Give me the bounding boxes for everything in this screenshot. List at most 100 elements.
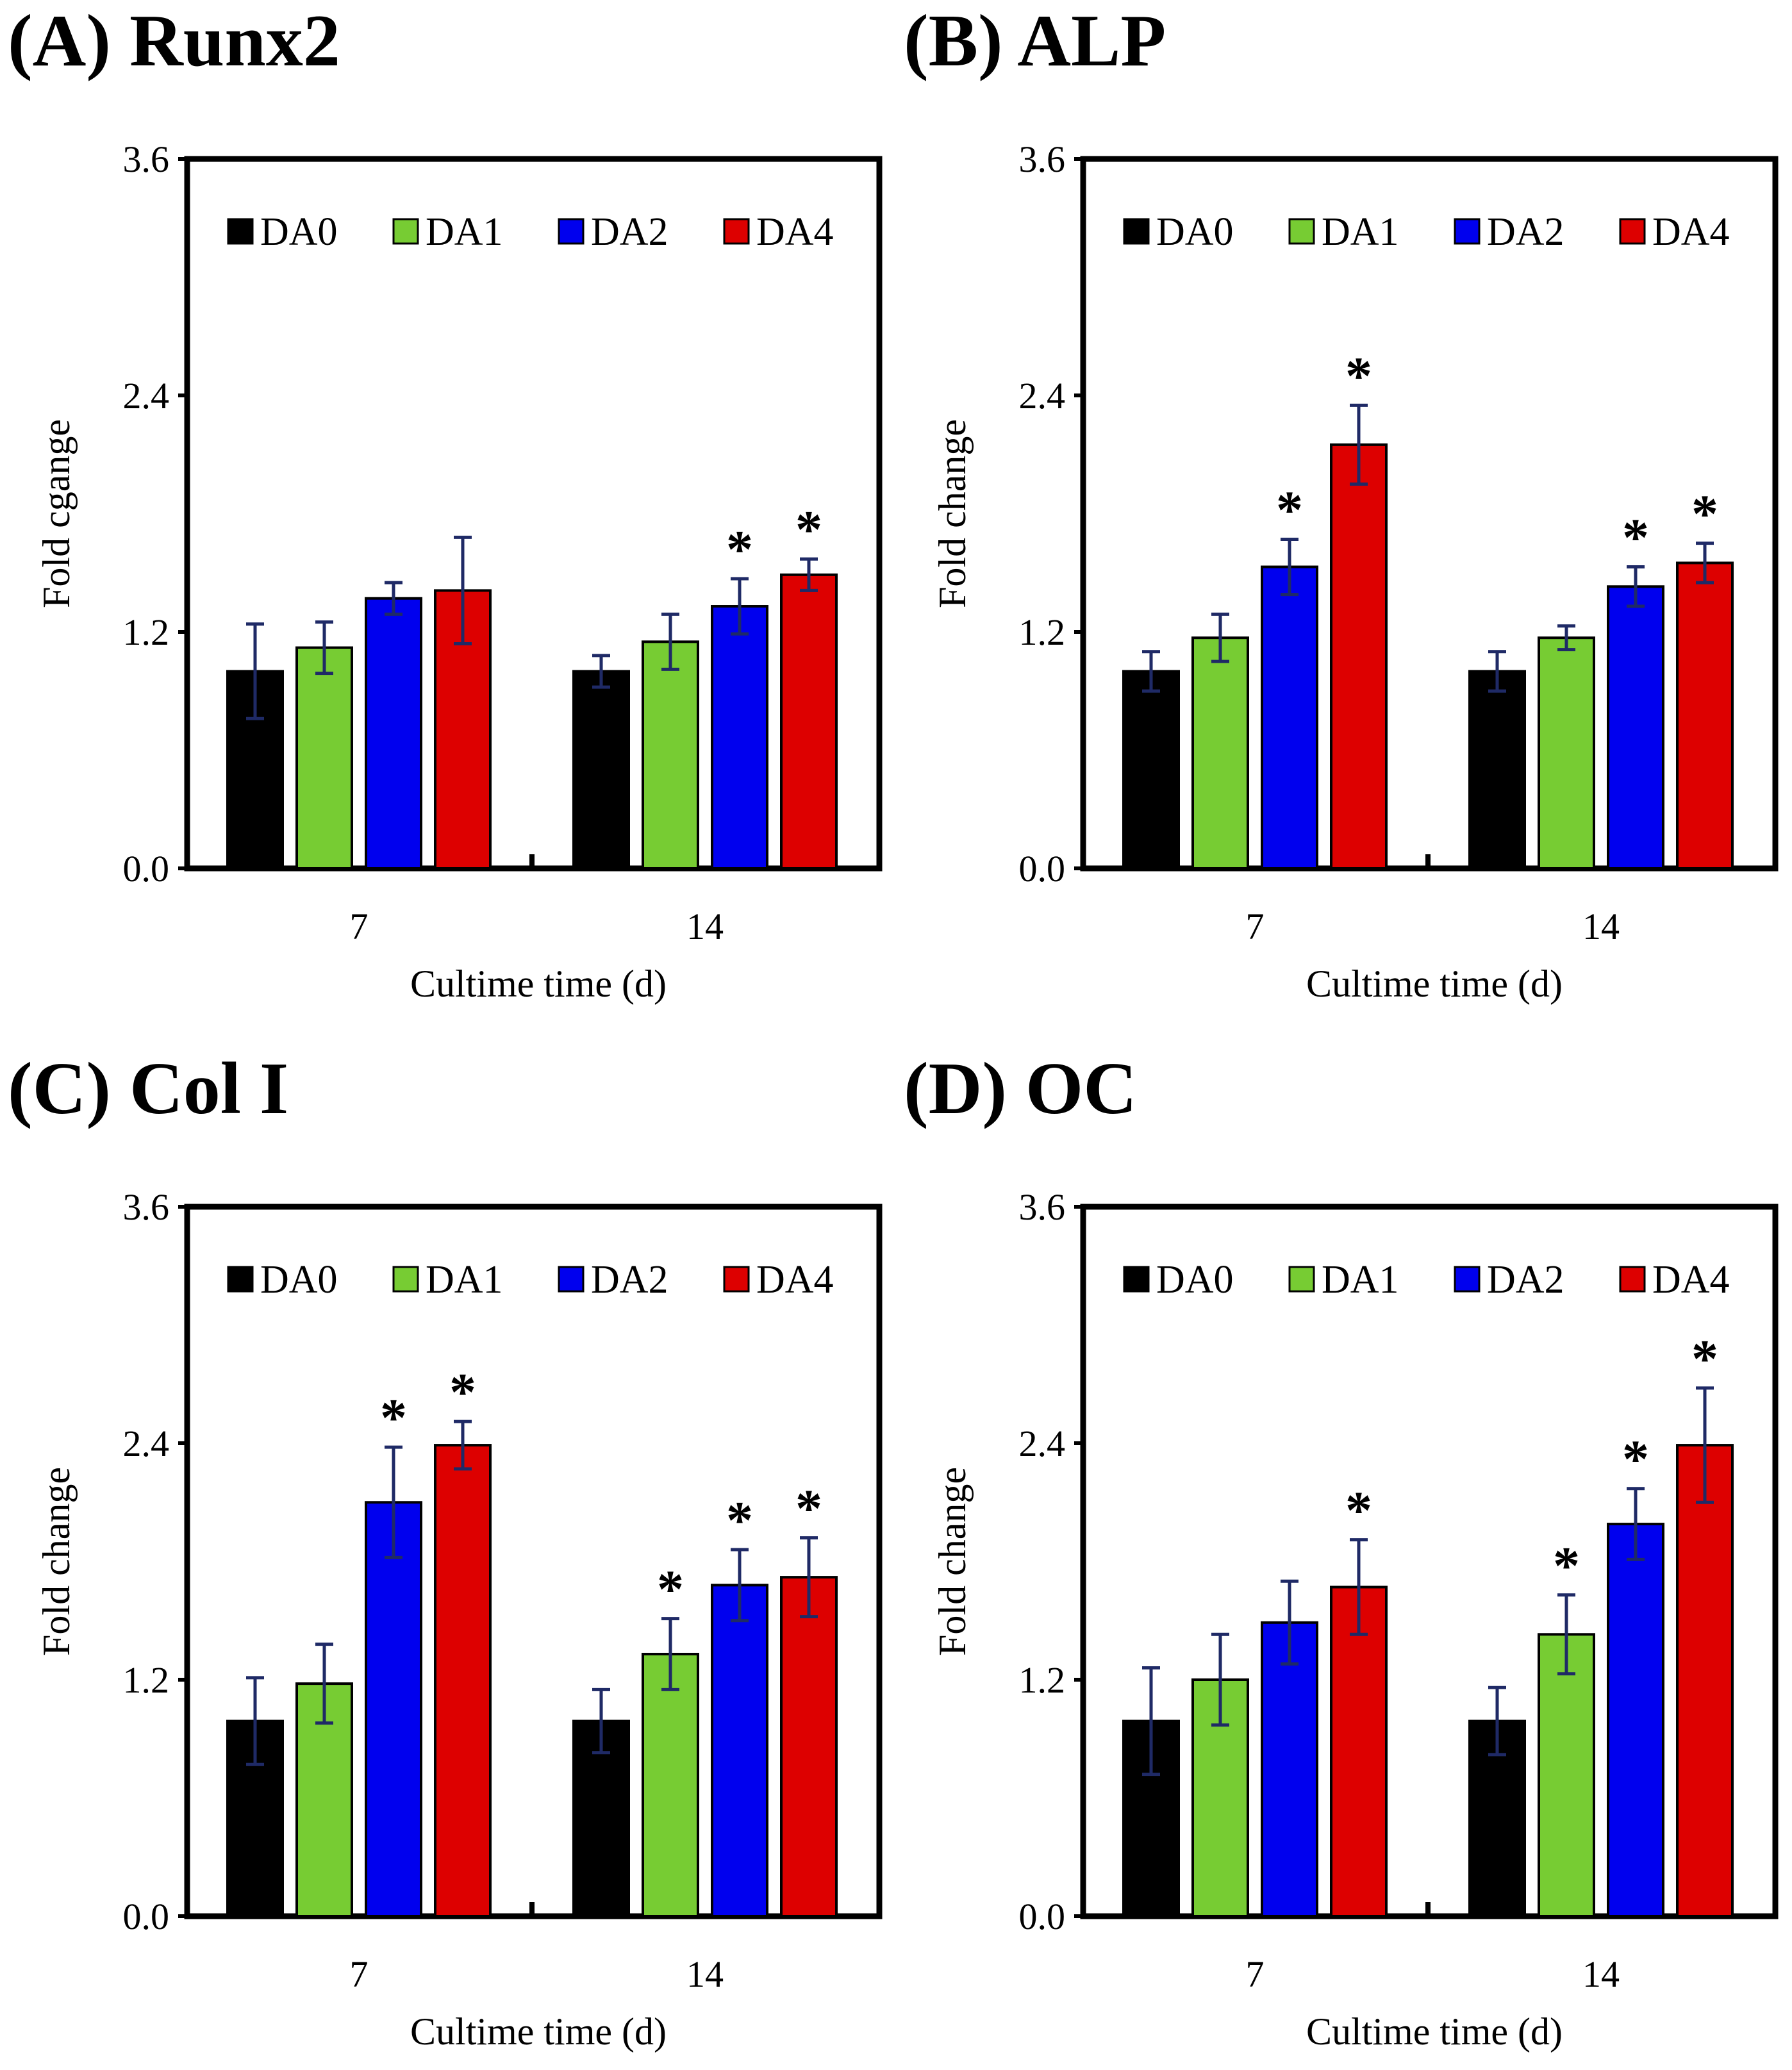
panel-title: (A) Runx2 [8,0,340,82]
y-tick-label: 3.6 [1019,138,1066,180]
plot-frame [184,1204,883,1919]
y-axis-label: Fold change [35,1467,78,1656]
significance-star: * [1691,1329,1718,1389]
bar-da0 [1468,670,1526,870]
x-tick-label: 14 [686,1953,724,1995]
legend-label: DA1 [426,1258,503,1302]
bar-da4 [1676,1444,1734,1917]
legend-swatch-da1 [392,1266,419,1293]
bar-da1 [642,1653,699,1918]
y-tick-label: 1.2 [123,1659,170,1701]
y-axis-label: Fold change [931,419,974,608]
significance-star: * [380,1388,407,1448]
bar-da0 [1122,670,1180,870]
significance-star: * [449,1362,476,1422]
y-tick-label: 0.0 [1019,1896,1066,1937]
bar-da1 [1538,1633,1595,1918]
bar-da2 [365,597,422,870]
significance-star: * [1622,508,1649,568]
legend-label: DA2 [1487,210,1564,254]
significance-star: * [795,1479,822,1539]
chart-panel: (D) OC 0.0 1.2 2.4 3.6 7 14 Cultime time (d) Fol… [904,1048,1779,2053]
legend-item: DA2 [1454,1258,1564,1302]
bar-da2 [1261,1621,1318,1917]
y-tick-label: 1.2 [1019,611,1066,653]
significance-star: * [726,1491,753,1550]
legend-label: DA0 [1156,210,1234,254]
x-axis-label: Cultime time (d) [1306,2010,1563,2053]
y-tick-label: 2.4 [123,1423,170,1464]
legend-swatch-da1 [392,218,419,245]
bar-da2 [1607,585,1664,870]
y-tick-label: 0.0 [123,1896,170,1937]
y-tick-label: 3.6 [1019,1186,1066,1228]
chart-panel: (C) Col I 0.0 1.2 2.4 3.6 7 14 Cultime time (d)… [8,1048,883,2053]
legend-label: DA1 [1322,1258,1399,1302]
bar-da1 [1191,636,1249,870]
legend-label: DA1 [1322,210,1399,254]
legend-label: DA0 [260,210,338,254]
x-tick-label: 7 [1246,906,1265,947]
plot-frame [1080,156,1779,872]
legend-item: DA1 [1288,210,1399,254]
legend-label: DA4 [756,1258,834,1302]
legend-label: DA4 [1652,210,1730,254]
legend-item: DA2 [1454,210,1564,254]
bar-da4 [1330,1586,1388,1917]
bar-da2 [711,1584,768,1917]
bar-da0 [572,670,630,870]
bar-da4 [780,1576,838,1917]
significance-star: * [657,1560,684,1619]
significance-star: * [1622,1430,1649,1489]
legend-item: DA0 [227,1258,338,1302]
plot-frame [1080,1204,1779,1919]
legend-swatch-da4 [1619,1266,1646,1293]
bar-da4 [780,573,838,870]
legend-label: DA1 [426,210,503,254]
bar-da2 [1261,565,1318,870]
panel-title: (C) Col I [8,1048,288,1130]
panel-title: (B) ALP [904,0,1166,82]
x-tick-label: 14 [1582,906,1620,947]
y-tick-label: 1.2 [1019,1659,1066,1701]
legend-swatch-da2 [558,218,585,245]
x-axis-label: Cultime time (d) [410,2010,667,2053]
y-axis-label: Fold change [931,1467,974,1656]
legend-item: DA4 [1619,1258,1730,1302]
legend-item: DA1 [392,1258,503,1302]
legend-label: DA2 [1487,1258,1564,1302]
x-tick-label: 7 [1246,1953,1265,1995]
legend-swatch-da0 [1123,218,1150,245]
bar-da4 [1330,443,1388,870]
bar-da4 [1676,561,1734,870]
plot-frame [184,156,883,872]
legend-swatch-da4 [723,218,750,245]
y-axis-label: Fold cgange [35,419,78,608]
bar-da1 [642,640,699,870]
bar-da2 [365,1501,422,1917]
legend-swatch-da2 [558,1266,585,1293]
y-tick-label: 2.4 [1019,1423,1066,1464]
legend-item: DA0 [1123,210,1234,254]
legend-item: DA4 [1619,210,1730,254]
legend-swatch-da0 [227,1266,254,1293]
legend-item: DA4 [723,1258,834,1302]
legend-label: DA4 [1652,1258,1730,1302]
y-tick-label: 3.6 [123,1186,170,1228]
legend-label: DA2 [591,210,668,254]
bar-da1 [1538,636,1595,870]
chart-panel: (A) Runx2 0.0 1.2 2.4 3.6 7 14 Cultime time (d)… [8,0,883,1005]
significance-star: * [1345,1481,1372,1541]
legend-item: DA4 [723,210,834,254]
legend-swatch-da0 [1123,1266,1150,1293]
x-tick-label: 7 [350,1953,369,1995]
significance-star: * [795,500,822,559]
legend-item: DA2 [558,1258,668,1302]
legend-label: DA0 [260,1258,338,1302]
x-tick-label: 7 [350,906,369,947]
legend-swatch-da4 [1619,218,1646,245]
legend-label: DA0 [1156,1258,1234,1302]
chart-panel: (B) ALP 0.0 1.2 2.4 3.6 7 14 Cultime time (d) Fo… [904,0,1779,1005]
x-tick-label: 14 [686,906,724,947]
